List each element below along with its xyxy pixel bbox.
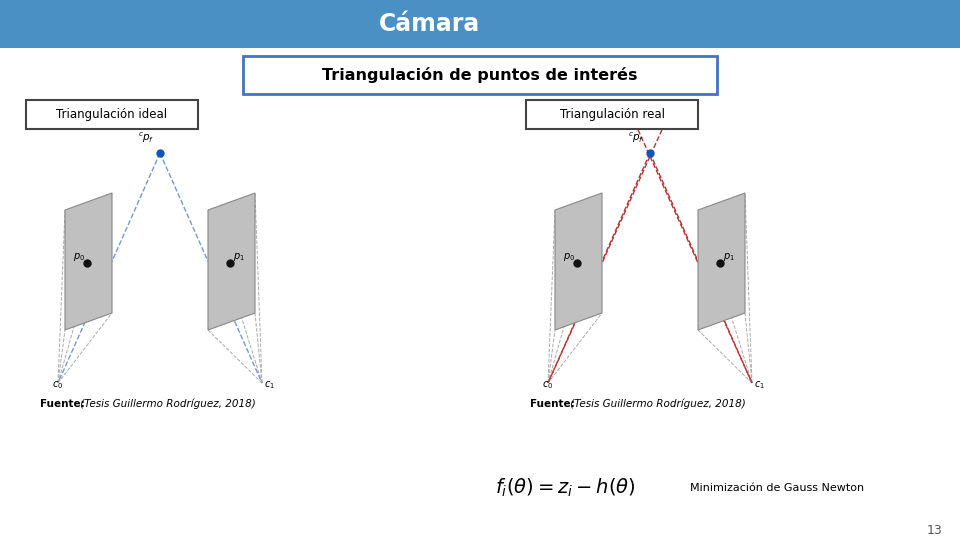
Polygon shape xyxy=(65,193,112,330)
Text: Triangulación ideal: Triangulación ideal xyxy=(57,108,168,121)
Text: (Tesis Guillermo Rodríguez, 2018): (Tesis Guillermo Rodríguez, 2018) xyxy=(567,399,746,409)
FancyBboxPatch shape xyxy=(0,0,960,48)
Polygon shape xyxy=(208,193,255,330)
Text: $p_1$: $p_1$ xyxy=(233,251,245,263)
Text: Fuente:: Fuente: xyxy=(530,399,575,409)
Text: $^{c}p_{f}$: $^{c}p_{f}$ xyxy=(628,131,644,145)
Text: $^{c}p_{f}$: $^{c}p_{f}$ xyxy=(138,131,155,145)
Text: $p_0$: $p_0$ xyxy=(73,251,85,263)
Text: $c_0$: $c_0$ xyxy=(542,379,553,391)
Text: Triangulación real: Triangulación real xyxy=(560,108,664,121)
Text: 13: 13 xyxy=(927,523,943,537)
Text: Minimización de Gauss Newton: Minimización de Gauss Newton xyxy=(690,483,864,493)
FancyBboxPatch shape xyxy=(243,56,717,94)
Text: $c_1$: $c_1$ xyxy=(754,379,765,391)
Polygon shape xyxy=(698,193,745,330)
Polygon shape xyxy=(555,193,602,330)
Text: (Tesis Guillermo Rodríguez, 2018): (Tesis Guillermo Rodríguez, 2018) xyxy=(77,399,255,409)
Text: Fuente:: Fuente: xyxy=(40,399,84,409)
Text: $c_1$: $c_1$ xyxy=(264,379,275,391)
FancyBboxPatch shape xyxy=(26,100,198,129)
Text: $f_i(\theta) = z_i - h(\theta)$: $f_i(\theta) = z_i - h(\theta)$ xyxy=(495,477,636,499)
Text: $c_0$: $c_0$ xyxy=(52,379,63,391)
Text: $p_1$: $p_1$ xyxy=(723,251,734,263)
Text: Triangulación de puntos de interés: Triangulación de puntos de interés xyxy=(323,67,637,83)
FancyBboxPatch shape xyxy=(526,100,698,129)
Text: Cámara: Cámara xyxy=(379,12,481,36)
Text: $p_0$: $p_0$ xyxy=(563,251,575,263)
